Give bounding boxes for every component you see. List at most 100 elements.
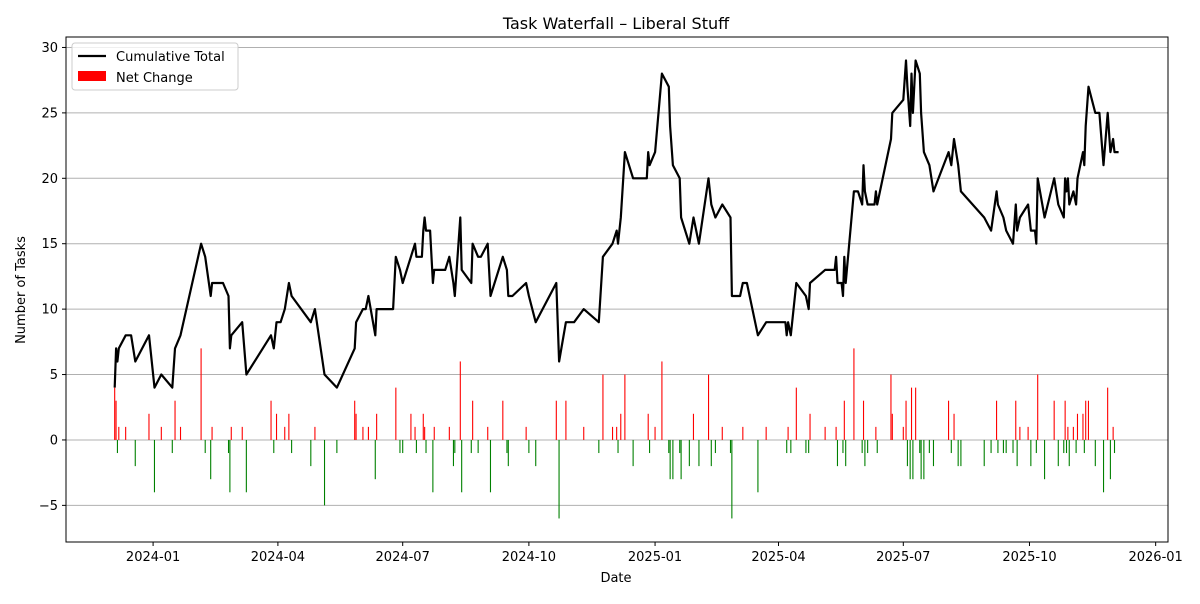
net-change-bar	[875, 426, 877, 440]
net-change-bar	[1005, 439, 1007, 454]
legend-label-net-change: Net Change	[116, 71, 193, 86]
net-change-bar	[410, 413, 412, 440]
net-change-bar	[241, 426, 243, 440]
net-change-bar	[535, 439, 537, 467]
net-change-bar	[1102, 439, 1105, 493]
net-change-bar	[1065, 439, 1068, 454]
net-change-bar	[525, 426, 527, 440]
net-change-bar	[134, 439, 136, 467]
net-change-bar	[452, 439, 454, 467]
net-change-bar	[1037, 374, 1039, 440]
net-change-bar	[291, 439, 293, 454]
net-change-bar	[275, 413, 278, 440]
net-change-bar	[204, 439, 206, 454]
y-tick-label: 10	[41, 303, 58, 318]
net-change-bar	[148, 413, 150, 440]
net-change-bar	[731, 439, 733, 519]
y-tick-label: 30	[41, 41, 58, 56]
net-change-bar	[861, 439, 863, 454]
net-change-bar	[472, 400, 474, 440]
net-change-bar	[1094, 439, 1096, 467]
net-change-bar	[1027, 426, 1029, 440]
y-tick-label: 5	[50, 368, 58, 383]
net-change-bar	[906, 439, 908, 467]
net-change-bar	[314, 426, 316, 440]
net-change-bar	[786, 439, 788, 454]
net-change-bar	[1072, 426, 1074, 440]
net-change-bar	[1068, 439, 1070, 467]
net-change-bar	[909, 439, 911, 480]
net-change-bar	[843, 400, 845, 440]
legend-bar-swatch	[78, 71, 106, 81]
net-change-bar	[805, 439, 807, 454]
net-change-bar	[661, 361, 663, 440]
x-tick-label: 2025-10	[1002, 550, 1056, 565]
y-tick-label: 20	[41, 172, 58, 187]
net-change-bar	[669, 439, 671, 480]
net-change-bar	[1067, 426, 1069, 440]
net-change-bar	[721, 426, 723, 440]
net-change-bar	[565, 400, 567, 440]
net-change-bar	[765, 426, 767, 440]
net-change-bar	[414, 426, 416, 440]
x-tick-label: 2025-01	[628, 550, 682, 565]
y-axis-label: Number of Tasks	[14, 236, 29, 344]
net-change-bar	[915, 387, 917, 440]
net-change-bar	[415, 439, 417, 454]
net-change-bar	[1112, 426, 1114, 440]
net-change-bar	[910, 387, 913, 440]
net-change-bar	[617, 439, 619, 454]
net-change-bar	[680, 439, 682, 480]
net-change-bar	[602, 374, 604, 440]
net-change-bar	[502, 400, 504, 440]
net-change-bar	[229, 439, 231, 493]
net-change-bar	[692, 413, 695, 440]
net-change-bar	[362, 426, 364, 440]
net-change-bar	[845, 439, 847, 467]
net-change-bar	[620, 413, 622, 440]
axis-ticks: −5 0 5 10 15 20 25 30 2024-01 2024-04 2024-07 2024-…	[39, 41, 1183, 565]
net-change-bar	[1064, 400, 1066, 440]
net-change-bar	[795, 387, 797, 440]
net-change-bar	[990, 439, 992, 454]
net-change-bar	[864, 439, 866, 467]
x-tick-label: 2025-04	[751, 550, 805, 565]
net-change-bar	[1016, 439, 1018, 467]
plot-frame	[65, 36, 1169, 543]
net-change-bar	[354, 400, 356, 440]
net-change-bar	[1019, 426, 1021, 440]
net-change-bar	[448, 426, 450, 440]
net-change-bar	[611, 426, 614, 440]
net-change-bar	[920, 439, 922, 480]
x-tick-label: 2024-10	[502, 550, 556, 565]
net-change-bar	[649, 439, 651, 454]
net-change-bar	[824, 426, 826, 440]
net-change-bar	[835, 426, 837, 440]
net-change-bar	[950, 439, 952, 454]
net-change-bar	[787, 426, 789, 440]
net-change-bar	[288, 413, 290, 440]
net-change-bar	[616, 426, 618, 440]
net-change-bar	[425, 439, 427, 454]
net-change-bar	[729, 439, 732, 454]
net-change-bar	[997, 439, 999, 454]
y-tick-label: 15	[41, 237, 58, 252]
net-change-bar	[211, 426, 213, 440]
y-tick-label: 25	[41, 106, 58, 121]
net-change-bar	[647, 413, 649, 440]
net-change-bar	[454, 439, 456, 454]
net-change-bar	[118, 426, 120, 440]
net-change-bar	[422, 413, 424, 440]
chart-title: Task Waterfall – Liberal Stuff	[502, 14, 730, 33]
net-change-bar	[953, 413, 955, 440]
x-axis-label: Date	[600, 571, 631, 586]
net-change-bar	[679, 439, 681, 454]
net-change-bar	[957, 439, 959, 467]
net-change-bar	[115, 400, 117, 440]
net-change-bar	[836, 439, 839, 467]
net-change-bar	[171, 439, 173, 454]
net-change-bar	[809, 413, 811, 440]
net-change-bar	[948, 400, 950, 440]
net-change-bar	[374, 439, 376, 480]
net-change-bar	[1053, 400, 1055, 440]
